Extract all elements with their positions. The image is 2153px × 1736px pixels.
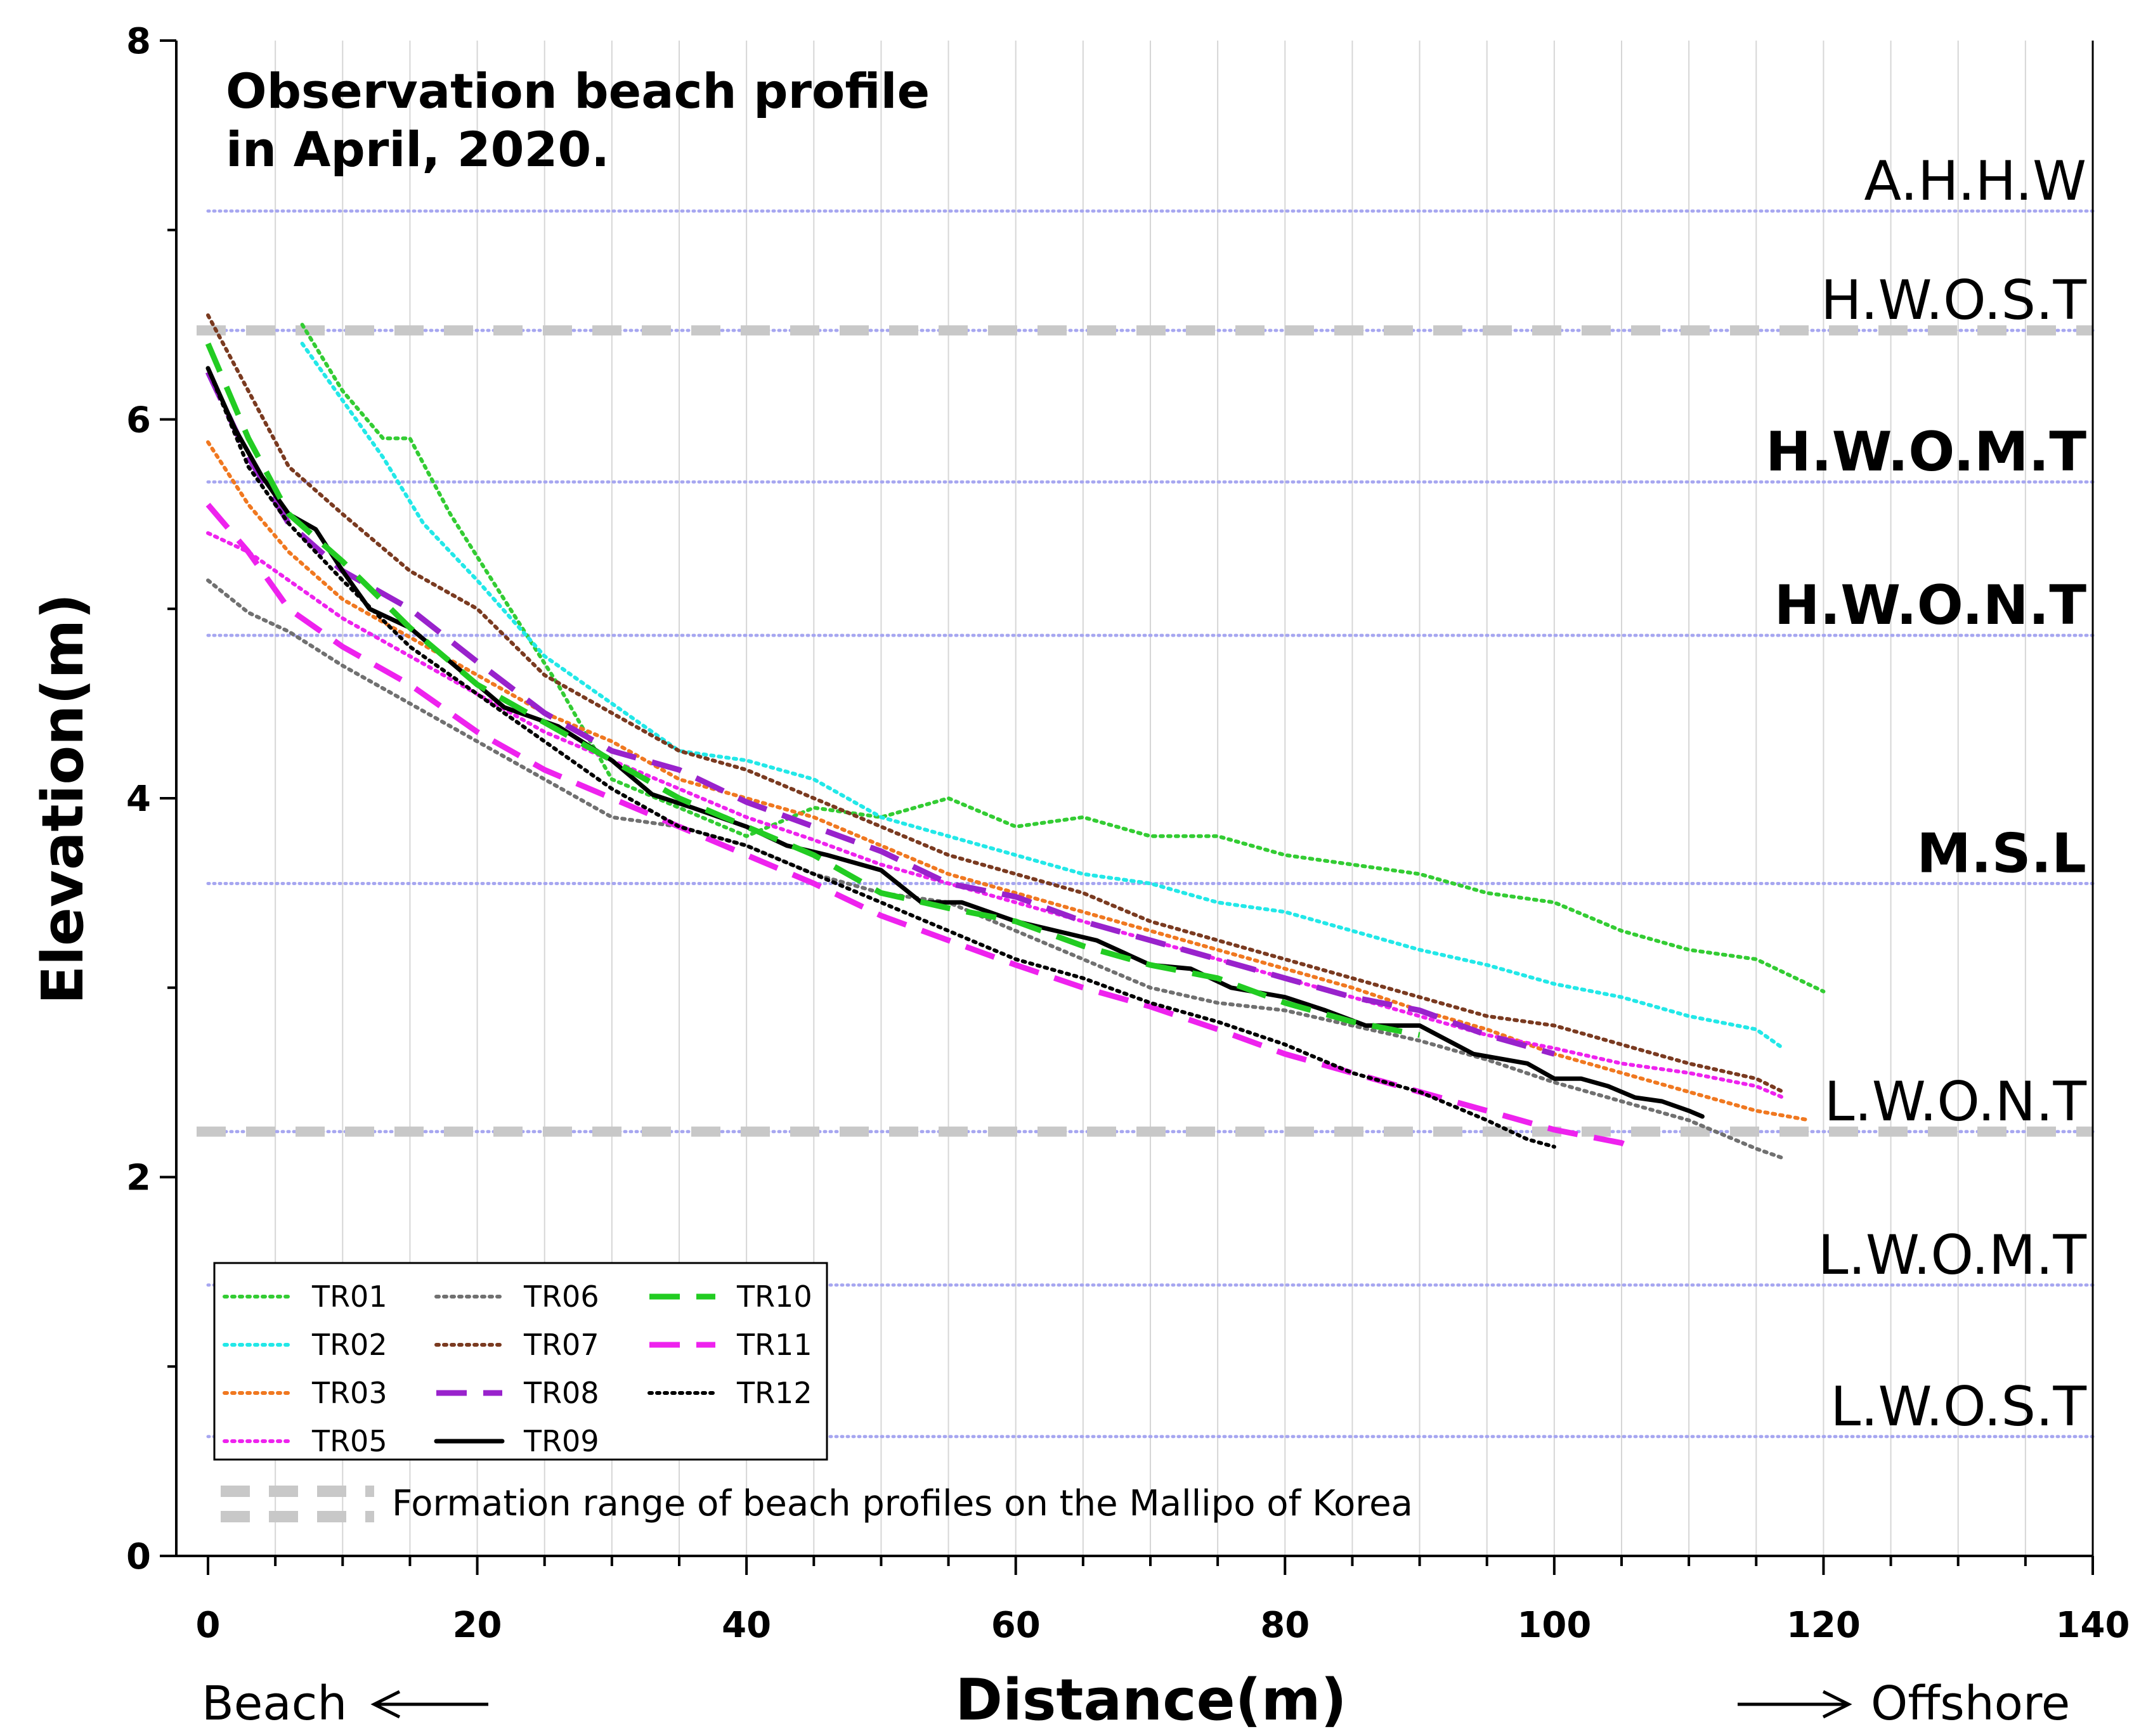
beach-annotation: Beach — [202, 1676, 347, 1731]
formation-legend-label: Formation range of beach profiles on the… — [392, 1483, 1413, 1524]
formation-range — [197, 325, 2093, 1137]
series-tr07 — [206, 313, 1785, 1094]
offshore-annotation: Offshore — [1871, 1676, 2070, 1731]
reference-level-label: H.W.O.N.T — [1774, 574, 2087, 637]
reference-level-label: A.H.H.W — [1864, 150, 2086, 213]
right-arrow — [1738, 1690, 1852, 1719]
legend-label-tr08: TR08 — [523, 1376, 599, 1410]
legend-label-tr06: TR06 — [523, 1279, 599, 1314]
left-arrow — [370, 1690, 488, 1719]
series-tr03 — [206, 440, 1812, 1122]
series-tr09 — [205, 366, 1705, 1119]
series-tr11 — [205, 502, 1636, 1151]
series-tr01 — [300, 323, 1826, 994]
legend-label-tr01: TR01 — [311, 1279, 387, 1314]
x-axis-title: Distance(m) — [955, 1667, 1346, 1733]
x-tick-label: 0 — [196, 1605, 221, 1646]
y-tick-label: 6 — [126, 400, 151, 441]
series-lines — [205, 313, 1826, 1160]
formation-legend: Formation range of beach profiles on the… — [221, 1483, 1413, 1524]
legend-entries: TR01 TR02 TR03 TR05 TR06 TR07 TR08 TR09 TR10 TR11… — [223, 1279, 812, 1458]
x-tick-label: 140 — [2056, 1605, 2130, 1646]
legend-label-tr02: TR02 — [311, 1328, 387, 1362]
reference-level-label: H.W.O.S.T — [1821, 269, 2086, 332]
series-tr08 — [205, 370, 1556, 1057]
x-tick-label: 40 — [722, 1605, 771, 1646]
legend-label-tr12: TR12 — [736, 1376, 812, 1410]
series-tr02 — [300, 342, 1785, 1051]
legend-label-tr07: TR07 — [523, 1328, 599, 1362]
legend-label-tr11: TR11 — [736, 1328, 812, 1362]
legend-label-tr03: TR03 — [311, 1376, 387, 1410]
y-axis-title: Elevation(m) — [30, 593, 96, 1005]
y-tick-label: 0 — [126, 1536, 151, 1577]
legend-box — [213, 1262, 828, 1461]
reference-level-label: H.W.O.M.T — [1766, 420, 2086, 484]
series-tr10 — [205, 342, 1421, 1038]
legend-label-tr09: TR09 — [523, 1424, 599, 1458]
x-tick-label: 100 — [1517, 1605, 1591, 1646]
reference-level-label: L.W.O.N.T — [1825, 1070, 2087, 1134]
x-tick-label: 20 — [453, 1605, 502, 1646]
legend-label-tr05: TR05 — [311, 1424, 387, 1458]
x-tick-label: 60 — [991, 1605, 1041, 1646]
y-tick-label: 8 — [126, 21, 151, 62]
chart-title-line-2: in April, 2020. — [226, 121, 609, 178]
reference-level-label: L.W.O.M.T — [1818, 1224, 2087, 1287]
y-tick-label: 4 — [126, 779, 151, 820]
chart-title-line-1: Observation beach profile — [226, 63, 930, 119]
x-tick-label: 80 — [1260, 1605, 1310, 1646]
reference-level-label: M.S.L — [1916, 822, 2086, 885]
series-tr12 — [206, 366, 1556, 1149]
legend-label-tr10: TR10 — [736, 1279, 812, 1314]
reference-level-label: L.W.O.S.T — [1830, 1375, 2086, 1439]
y-tick-label: 2 — [126, 1158, 151, 1199]
x-tick-label: 120 — [1786, 1605, 1861, 1646]
